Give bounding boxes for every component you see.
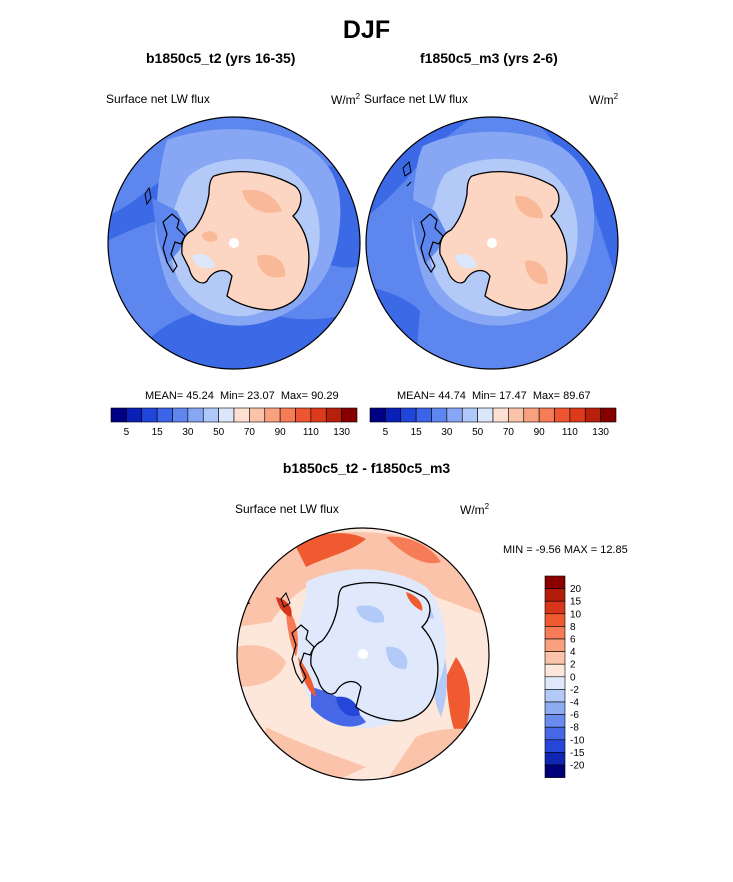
diff-colorbar-tick-label: -8 [570,723,579,734]
left-colorbar-tick-label: 90 [275,427,287,438]
left-colorbar: 5 15 30 50 70 90 110 130 [110,407,358,438]
diff-colorbar-box [544,714,566,728]
left-colorbar-tick-label: 70 [244,427,256,438]
diff-colorbar-tick-label: 20 [570,584,582,595]
diff-colorbar-tick-label: -2 [570,685,579,696]
diff-panel-title: b1850c5_t2 - f1850c5_m3 [282,460,451,476]
right-colorbar-tick-label: 5 [383,427,389,438]
left-colorbar-box [325,407,342,423]
left-colorbar-box [249,407,266,423]
diff-colorbar-tick-label: 6 [570,635,576,646]
right-panel-stats: MEAN= 44.74 Min= 17.47 Max= 89.67 [397,390,591,402]
right-colorbar-box [492,407,509,423]
left-colorbar-box [110,407,127,423]
right-colorbar-box [523,407,540,423]
diff-colorbar-tick-label: 2 [570,660,576,671]
right-colorbar-box [569,407,586,423]
diff-colorbar-tick-label: -6 [570,710,579,721]
diff-colorbar-box [544,701,566,715]
diff-colorbar-box [544,626,566,640]
diff-colorbar-tick-label: 8 [570,622,576,633]
left-colorbar-box [202,407,219,423]
diff-minmax: MIN = -9.56 MAX = 12.85 [503,544,628,556]
right-colorbar-tick-label: 90 [534,427,546,438]
left-colorbar-box [187,407,204,423]
diff-panel-units: W/m2 [460,502,490,517]
diff-colorbar-box [544,676,566,690]
diff-colorbar-box [544,726,566,741]
right-colorbar-box [600,407,617,423]
diff-colorbar-box [544,651,566,665]
diff-colorbar-box [544,663,566,678]
left-colorbar-tick-label: 110 [303,427,319,438]
right-colorbar: 5 15 30 50 70 90 110 130 [369,407,617,438]
left-colorbar-box [310,407,327,423]
right-colorbar-box [385,407,402,423]
diff-colorbar-tick-label: 10 [570,609,582,620]
right-panel-units: W/m2 [589,92,619,107]
diff-panel-variable-label: Surface net LW flux [235,502,339,516]
right-panel-title: f1850c5_m3 (yrs 2-6) [420,50,558,66]
right-colorbar-tick-label: 15 [411,427,423,438]
right-colorbar-box [538,407,555,423]
diff-colorbar-tick-label: -15 [570,748,585,759]
left-colorbar-box [264,407,281,423]
right-panel-variable-label: Surface net LW flux [364,92,468,106]
right-colorbar-box [584,407,601,423]
left-colorbar-box [295,407,312,423]
left-colorbar-box [141,407,158,423]
left-colorbar-tick-label: 15 [152,427,164,438]
right-colorbar-box [369,407,386,423]
diff-colorbar-box [544,739,566,753]
right-colorbar-box [415,407,432,423]
diff-colorbar-tick-label: 0 [570,672,576,683]
right-colorbar-tick-label: 70 [503,427,515,438]
diff-colorbar-tick-label: -10 [570,735,585,746]
left-polar-map [107,116,361,370]
figure-title: DJF [342,16,391,44]
right-colorbar-tick-label: 50 [472,427,484,438]
left-colorbar-box [156,407,173,423]
left-colorbar-box [218,407,235,423]
left-panel-title: b1850c5_t2 (yrs 16-35) [146,50,296,66]
left-colorbar-box [341,407,358,423]
right-colorbar-box [461,407,478,423]
diff-colorbar-box [544,600,566,615]
left-colorbar-tick-label: 130 [333,427,350,438]
diff-colorbar-tick-label: 15 [570,597,582,608]
diff-colorbar-box [544,613,566,627]
right-colorbar-box [477,407,494,423]
right-colorbar-box [400,407,417,423]
diff-colorbar-tick-label: -20 [570,761,585,772]
right-colorbar-box [446,407,463,423]
right-colorbar-tick-label: 110 [562,427,578,438]
diff-colorbar-tick-label: -4 [570,698,579,709]
left-panel-stats: MEAN= 45.24 Min= 23.07 Max= 90.29 [145,390,339,402]
diff-colorbar-box [544,752,566,766]
right-colorbar-tick-label: 130 [592,427,609,438]
diff-colorbar-box [544,575,566,589]
diff-colorbar-tick-label: 4 [570,647,576,658]
left-colorbar-box [172,407,189,423]
left-panel-units: W/m2 [331,92,361,107]
diff-colorbar-box [544,588,566,602]
left-colorbar-tick-label: 30 [182,427,194,438]
right-colorbar-box [431,407,448,423]
left-colorbar-box [126,407,143,423]
right-colorbar-box [508,407,525,423]
left-colorbar-box [233,407,250,423]
diff-polar-map [236,527,490,781]
left-colorbar-box [279,407,296,423]
diff-colorbar-box [544,689,566,703]
left-panel-variable-label: Surface net LW flux [106,92,210,106]
left-colorbar-tick-label: 50 [213,427,225,438]
diff-colorbar-box [544,638,566,652]
right-colorbar-tick-label: 30 [441,427,453,438]
right-polar-map [365,116,619,370]
left-colorbar-tick-label: 5 [124,427,130,438]
right-colorbar-box [554,407,571,423]
diff-colorbar-box [544,764,566,778]
